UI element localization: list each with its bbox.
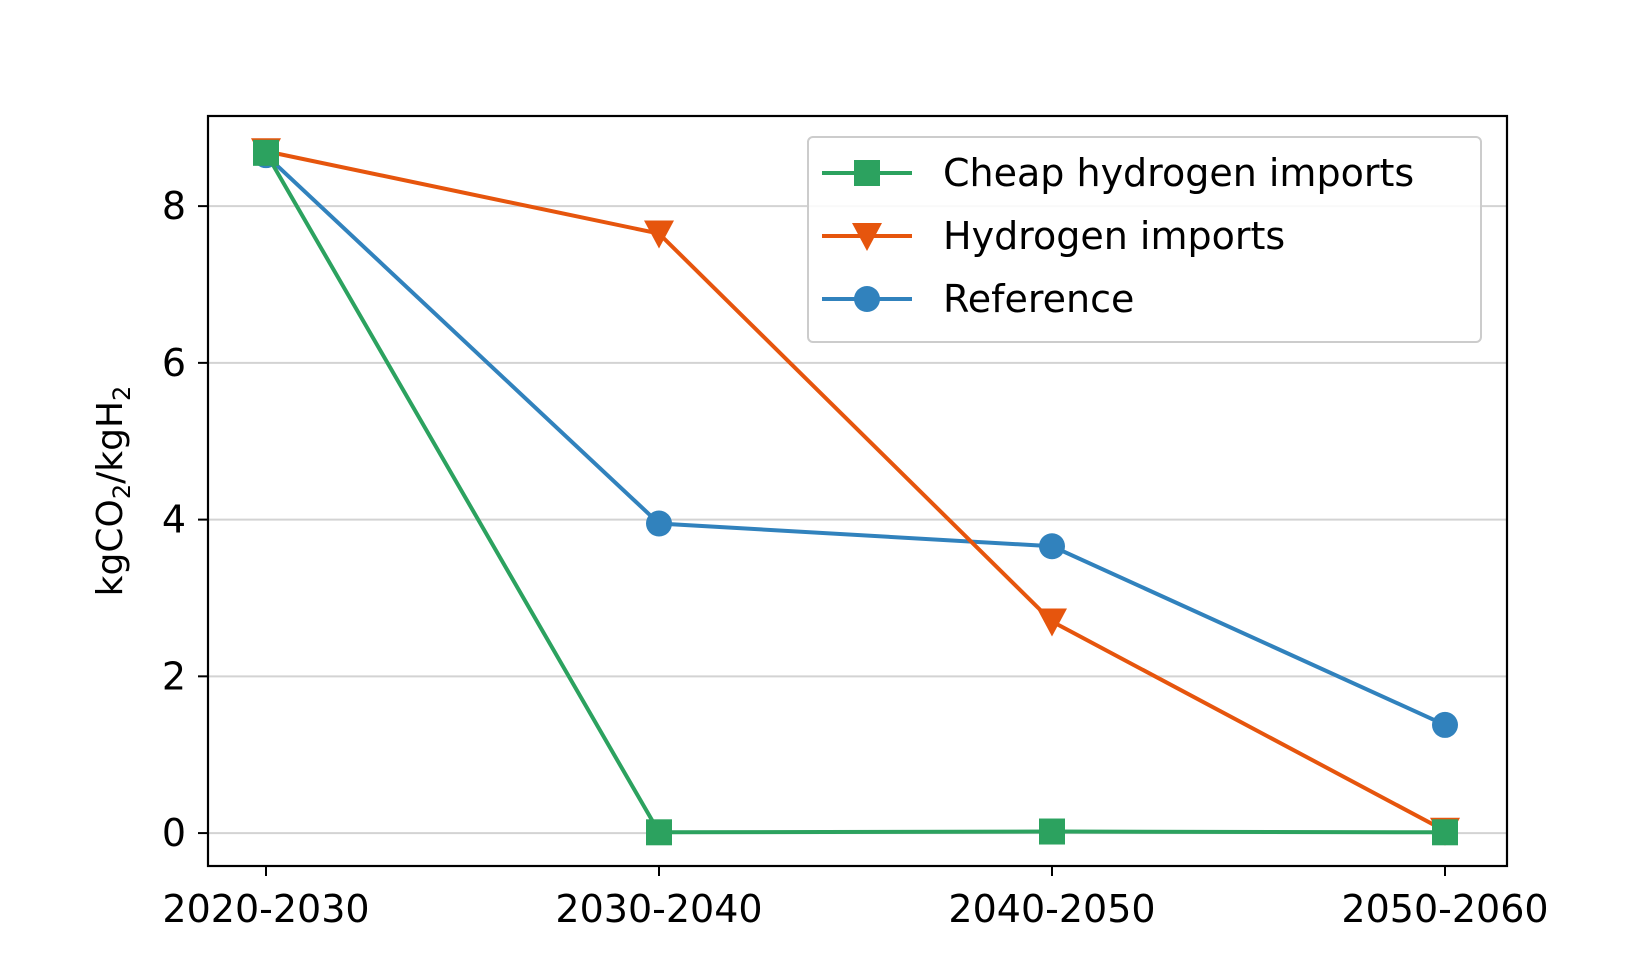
data-point-square <box>253 139 279 166</box>
data-point-square <box>646 819 672 846</box>
legend-item: Cheap hydrogen imports <box>822 151 1414 195</box>
data-point-square <box>1039 818 1065 845</box>
x-tick-label: 2050-2060 <box>1341 887 1548 931</box>
data-point-circle <box>854 286 880 312</box>
data-point-triangle <box>644 220 674 249</box>
y-tick-label: 8 <box>162 184 186 228</box>
series-cheap-hydrogen-imports <box>253 139 1458 846</box>
y-tick-label: 4 <box>162 498 186 542</box>
data-point-square <box>854 160 880 186</box>
legend-label: Hydrogen imports <box>943 214 1285 258</box>
legend-box <box>807 136 1482 343</box>
y-axis-label-sub1: 2 <box>108 484 136 499</box>
data-point-triangle <box>852 223 882 251</box>
data-point-circle <box>646 510 672 537</box>
series-layer <box>251 138 1460 846</box>
data-point-circle <box>1039 533 1065 560</box>
data-point-square <box>1432 819 1458 846</box>
x-tick-label: 2040-2050 <box>948 887 1155 931</box>
legend-label: Reference <box>943 277 1134 321</box>
y-tick-label: 6 <box>162 341 186 385</box>
data-point-triangle <box>1037 608 1067 637</box>
y-axis-label-base: kgCO <box>90 499 131 596</box>
series-line <box>264 151 1446 835</box>
x-tick-label: 2030-2040 <box>555 887 762 931</box>
y-axis-label-sub2: 2 <box>108 386 136 401</box>
legend-item: Hydrogen imports <box>822 214 1285 258</box>
legend-item: Reference <box>822 277 1134 321</box>
axis-ticks: 0 2 4 6 8 2020-2030 2030-2040 2040-2050 2050-206… <box>162 184 1549 931</box>
y-tick-label: 2 <box>162 654 186 698</box>
y-axis-label: kgCO2/kgH2 <box>90 386 136 597</box>
series-line <box>264 153 1446 727</box>
data-point-circle <box>1432 711 1458 738</box>
y-axis-label-mid: /kgH <box>90 401 131 484</box>
plot-frame <box>206 114 1509 868</box>
series-line <box>265 149 1446 833</box>
y-tick-label: 0 <box>162 811 186 855</box>
legend: Cheap hydrogen imports Hydrogen imports Re… <box>807 136 1482 343</box>
x-tick-label: 2020-2030 <box>162 887 369 931</box>
legend-label: Cheap hydrogen imports <box>943 151 1414 195</box>
